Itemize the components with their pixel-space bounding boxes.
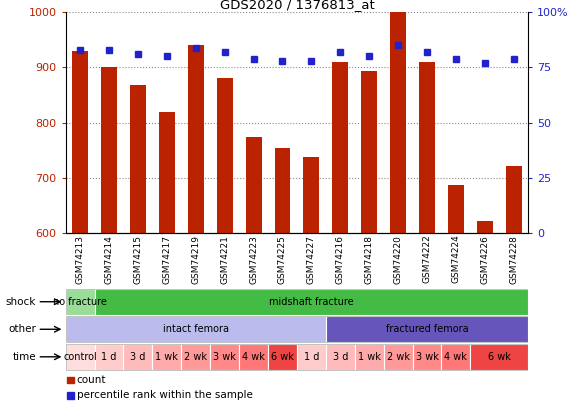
Bar — [268, 343, 297, 370]
Bar — [297, 343, 326, 370]
Text: intact femora: intact femora — [163, 324, 229, 334]
Bar — [130, 85, 146, 233]
Text: 1 d: 1 d — [304, 352, 319, 362]
Bar — [384, 343, 413, 370]
Bar — [448, 185, 464, 233]
Text: other: other — [8, 324, 36, 334]
Bar — [101, 67, 117, 233]
Bar — [188, 45, 204, 233]
Bar — [471, 343, 528, 370]
Text: 3 wk: 3 wk — [416, 352, 439, 362]
Text: 1 wk: 1 wk — [358, 352, 381, 362]
Bar — [66, 316, 326, 343]
Text: fractured femora: fractured femora — [385, 324, 468, 334]
Text: time: time — [13, 352, 36, 362]
Bar — [159, 112, 175, 233]
Bar — [123, 343, 152, 370]
Title: GDS2020 / 1376813_at: GDS2020 / 1376813_at — [219, 0, 375, 11]
Bar — [326, 343, 355, 370]
Text: no fracture: no fracture — [53, 297, 107, 307]
Bar — [275, 147, 291, 233]
Bar — [303, 157, 319, 233]
Bar — [210, 343, 239, 370]
Bar — [332, 62, 348, 233]
Bar — [217, 79, 232, 233]
Bar — [72, 51, 88, 233]
Text: 2 wk: 2 wk — [184, 352, 207, 362]
Text: 4 wk: 4 wk — [444, 352, 467, 362]
Text: 3 wk: 3 wk — [213, 352, 236, 362]
Bar — [67, 377, 74, 383]
Text: 6 wk: 6 wk — [488, 352, 510, 362]
Bar — [326, 316, 528, 343]
Text: shock: shock — [6, 297, 36, 307]
Text: 2 wk: 2 wk — [387, 352, 409, 362]
Text: 3 d: 3 d — [332, 352, 348, 362]
Bar — [477, 221, 493, 233]
Bar — [361, 71, 377, 233]
Text: 4 wk: 4 wk — [242, 352, 265, 362]
Text: percentile rank within the sample: percentile rank within the sample — [77, 390, 252, 400]
Bar — [152, 343, 182, 370]
Bar — [506, 166, 522, 233]
Bar — [95, 343, 123, 370]
Text: 1 d: 1 d — [101, 352, 116, 362]
Bar — [390, 12, 406, 233]
Bar — [182, 343, 210, 370]
Text: count: count — [77, 375, 106, 385]
Text: control: control — [63, 352, 97, 362]
Text: 3 d: 3 d — [130, 352, 146, 362]
Bar — [355, 343, 384, 370]
Bar — [67, 392, 74, 399]
Text: 1 wk: 1 wk — [155, 352, 178, 362]
Bar — [66, 288, 95, 315]
Bar — [66, 343, 95, 370]
Bar — [419, 62, 435, 233]
Bar — [239, 343, 268, 370]
Bar — [413, 343, 441, 370]
Bar — [441, 343, 471, 370]
Text: midshaft fracture: midshaft fracture — [269, 297, 353, 307]
Bar — [246, 136, 262, 233]
Text: 6 wk: 6 wk — [271, 352, 294, 362]
